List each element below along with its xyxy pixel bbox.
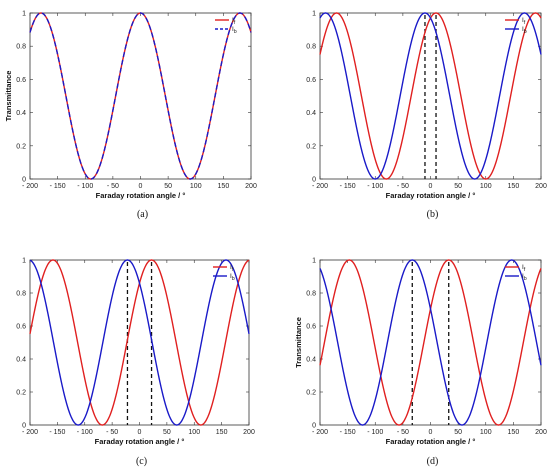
y-tick-label: 0.8: [16, 291, 26, 298]
x-tick-label: 0: [139, 183, 143, 190]
x-tick-label: 150: [508, 429, 520, 436]
y-tick-label: 1: [22, 11, 26, 18]
x-tick-label: 150: [216, 429, 228, 436]
x-tick-label: - 200: [312, 183, 328, 190]
x-tick-label: - 150: [340, 429, 356, 436]
series-line-Ib: [29, 259, 250, 426]
y-tick-label: 0.2: [306, 390, 316, 397]
x-tick-label: 150: [218, 183, 230, 190]
y-tick-label: 0.8: [306, 291, 316, 298]
x-tick-label: - 50: [107, 183, 119, 190]
y-tick-label: 0.4: [306, 357, 316, 364]
x-tick-label: 0: [138, 429, 142, 436]
series-line-Ib: [29, 12, 252, 180]
y-tick-label: 0: [22, 423, 26, 430]
legend-entry-Ib: Ib: [232, 26, 237, 35]
legend-entry-Ib: Ib: [230, 273, 235, 282]
legend-entry-If: If: [522, 17, 526, 26]
x-tick-label: 50: [164, 183, 172, 190]
y-tick-label: 0: [312, 177, 316, 184]
x-tick-label: - 100: [367, 429, 383, 436]
x-tick-label: 50: [454, 429, 462, 436]
x-tick-label: 50: [163, 429, 171, 436]
x-tick-label: - 100: [77, 183, 93, 190]
panel-label: (d): [427, 456, 439, 467]
x-tick-label: 150: [508, 183, 520, 190]
x-tick-label: 100: [480, 429, 492, 436]
y-tick-label: 0.2: [306, 143, 316, 150]
y-tick-label: 1: [22, 258, 26, 265]
series-line-Ib: [319, 259, 542, 426]
panel-label: (c): [136, 456, 147, 467]
panel-label: (b): [427, 209, 439, 220]
y-tick-label: 0.6: [16, 324, 26, 331]
x-tick-label: 200: [245, 183, 257, 190]
series-line-If: [29, 12, 252, 180]
y-tick-label: 0.4: [16, 357, 26, 364]
x-tick-label: 200: [535, 183, 547, 190]
y-tick-label: 0.6: [306, 77, 316, 84]
x-tick-label: - 150: [50, 183, 66, 190]
x-tick-label: - 200: [22, 429, 38, 436]
x-axis-title: Faraday rotation angle / °: [386, 191, 476, 200]
x-tick-label: - 150: [49, 429, 65, 436]
legend-entry-If: If: [232, 17, 236, 26]
series-line-If: [319, 259, 542, 426]
legend-entry-If: If: [230, 264, 234, 273]
x-tick-label: 100: [190, 183, 202, 190]
x-tick-label: 0: [429, 429, 433, 436]
x-tick-label: 50: [454, 183, 462, 190]
x-tick-label: - 50: [106, 429, 118, 436]
x-tick-label: - 100: [367, 183, 383, 190]
legend-entry-Ib: Ib: [522, 273, 527, 282]
x-tick-label: - 50: [397, 429, 409, 436]
y-tick-label: 0.8: [16, 44, 26, 51]
chart-panel-4: - 200 - 150 - 100 - 50 0 50 100 150 200 0 0.2 0.4 0.…: [294, 258, 547, 468]
x-tick-label: - 50: [397, 183, 409, 190]
y-tick-label: 0: [22, 177, 26, 184]
x-axis-title: Faraday rotation angle / °: [95, 437, 185, 446]
legend-entry-If: If: [522, 264, 526, 273]
x-tick-label: 200: [243, 429, 255, 436]
x-tick-label: - 100: [77, 429, 93, 436]
chart-panel-1: - 200 - 150 - 100 - 50 0 50 100 150 200 0 0.2 0.4 0.…: [4, 11, 257, 221]
chart-panel-3: - 200 - 150 - 100 - 50 0 50 100 150 200 0 0.2 0.4 0.…: [16, 258, 255, 468]
x-tick-label: - 150: [340, 183, 356, 190]
y-tick-label: 0.2: [16, 390, 26, 397]
y-tick-label: 1: [312, 11, 316, 18]
y-tick-label: 1: [312, 258, 316, 265]
chart-panel-2: - 200 - 150 - 100 - 50 0 50 100 150 200 0 0.2 0.4 0.…: [306, 11, 547, 221]
y-tick-label: 0.8: [306, 44, 316, 51]
x-tick-label: - 200: [22, 183, 38, 190]
x-tick-label: 0: [429, 183, 433, 190]
y-tick-label: 0: [312, 423, 316, 430]
y-tick-label: 0.6: [16, 77, 26, 84]
plot-frame: [319, 12, 542, 180]
series-line-If: [319, 12, 542, 180]
plot-frame: [319, 259, 542, 426]
x-axis-title: Faraday rotation angle / °: [96, 191, 186, 200]
x-tick-label: 200: [535, 429, 547, 436]
x-tick-label: 100: [188, 429, 200, 436]
y-tick-label: 0.6: [306, 324, 316, 331]
legend-entry-Ib: Ib: [522, 26, 527, 35]
y-axis-title: Transmittance: [294, 317, 303, 368]
plot-frame: [29, 12, 252, 180]
x-tick-label: 100: [480, 183, 492, 190]
y-tick-label: 0.2: [16, 143, 26, 150]
series-line-Ib: [319, 12, 542, 180]
y-tick-label: 0.4: [16, 110, 26, 117]
x-axis-title: Faraday rotation angle / °: [386, 437, 476, 446]
y-axis-title: Transmittance: [4, 71, 13, 122]
y-tick-label: 0.4: [306, 110, 316, 117]
panel-label: (a): [137, 209, 148, 220]
x-tick-label: - 200: [312, 429, 328, 436]
